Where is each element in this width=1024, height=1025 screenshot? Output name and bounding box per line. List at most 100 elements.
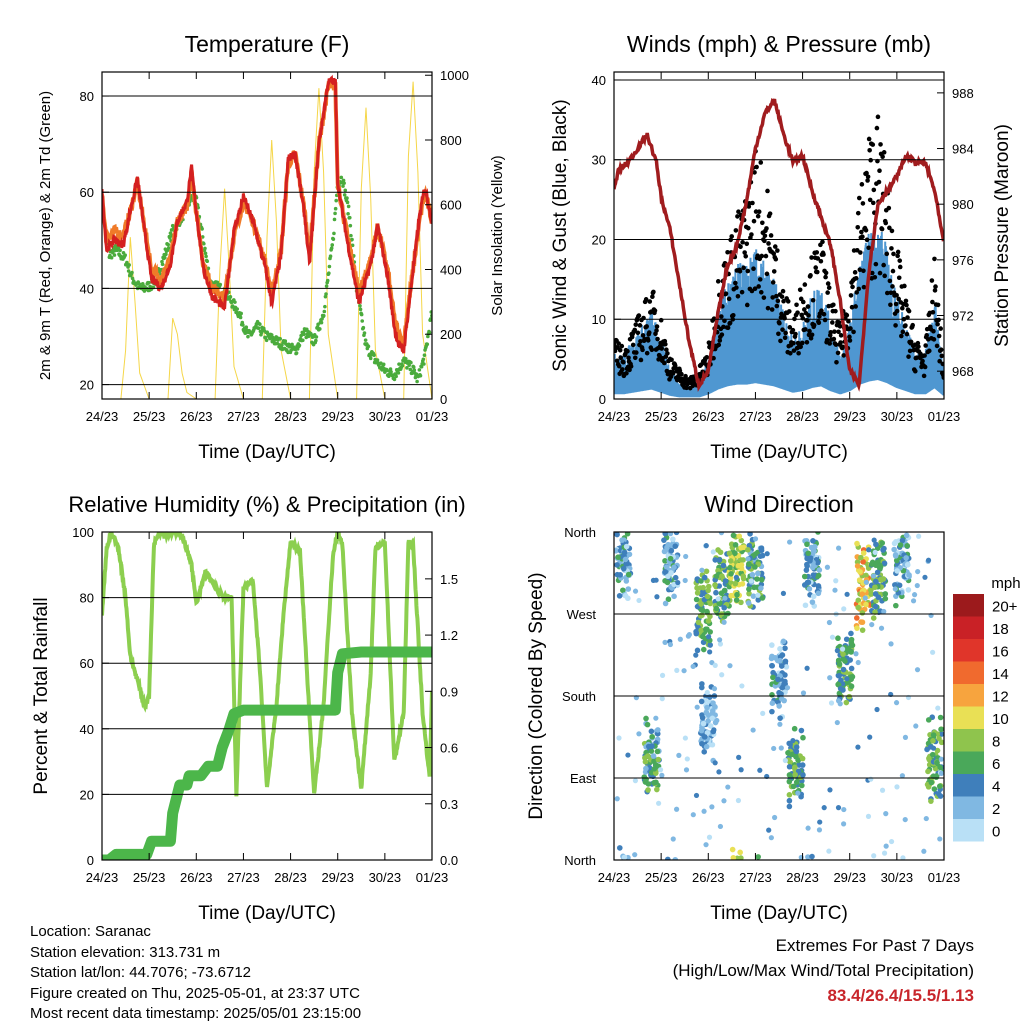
y-axis-label: Percent & Total Rainfall	[31, 597, 52, 794]
gust-point	[729, 234, 735, 239]
direction-point	[655, 756, 662, 763]
gust-point	[881, 262, 886, 268]
dewpoint-point	[200, 227, 204, 231]
gust-point	[824, 337, 830, 343]
gust-point	[764, 226, 769, 231]
gust-point	[904, 331, 910, 337]
direction-point	[699, 714, 706, 721]
extremes-subtitle: (High/Low/Max Wind/Total Precipitation)	[672, 961, 974, 980]
gust-point	[823, 274, 828, 280]
direction-point	[738, 537, 745, 544]
x-tick-label: 29/23	[833, 409, 866, 424]
direction-point	[904, 561, 911, 568]
x-tick-label: 30/23	[881, 870, 914, 885]
gust-point	[888, 302, 893, 308]
gust-point	[774, 303, 780, 309]
plot-area	[102, 74, 432, 399]
direction-point	[735, 797, 742, 804]
x-tick-label: 29/23	[321, 870, 354, 885]
direction-point	[925, 768, 931, 775]
gust-point	[741, 265, 746, 271]
direction-point	[816, 567, 823, 573]
speed-colorbar: mph 20+ 18 16 14 12 10 8 6 4 2 0	[953, 575, 1021, 842]
direction-point	[836, 673, 842, 679]
gust-point	[893, 301, 899, 307]
direction-point	[795, 757, 801, 763]
plot-area	[614, 97, 944, 398]
gust-point	[761, 295, 767, 300]
direction-point	[929, 751, 936, 758]
direction-point	[719, 573, 725, 579]
gust-point	[841, 353, 847, 358]
direction-point	[881, 560, 888, 567]
gust-point	[766, 241, 771, 246]
dewpoint-point	[239, 311, 243, 316]
gust-point	[767, 211, 773, 216]
dewpoint-point	[164, 252, 168, 257]
direction-point	[914, 667, 921, 673]
x-tick-label: 01/23	[416, 870, 449, 885]
direction-point	[644, 753, 651, 759]
direction-point	[623, 560, 629, 567]
gust-point	[904, 302, 909, 308]
direction-point	[690, 812, 696, 818]
dewpoint-point	[381, 362, 386, 367]
x-tick-label: 27/23	[739, 870, 772, 885]
direction-point	[733, 574, 739, 580]
gust-point	[740, 240, 745, 245]
gust-point	[781, 298, 786, 304]
x-tick-label: 30/23	[369, 870, 402, 885]
y2-tick-label: 976	[952, 253, 974, 268]
direction-point	[632, 778, 639, 784]
gust-point	[930, 299, 935, 305]
gust-point	[782, 315, 787, 321]
direction-point	[799, 755, 806, 762]
gust-point	[922, 364, 928, 370]
dewpoint-point	[324, 284, 329, 288]
gust-point	[635, 330, 641, 336]
direction-point	[727, 558, 734, 564]
dewpoint-point	[130, 276, 135, 281]
gust-point	[651, 289, 656, 295]
chart-title: Temperature (F)	[185, 31, 350, 57]
direction-point	[707, 613, 713, 620]
direction-point	[735, 562, 742, 569]
direction-point	[694, 704, 700, 710]
gust-point	[853, 304, 858, 309]
direction-point	[755, 570, 761, 577]
legend-swatch	[953, 661, 984, 684]
direction-point	[712, 557, 719, 563]
y-tick-label: South	[562, 689, 596, 704]
direction-point	[706, 834, 713, 840]
dewpoint-point	[426, 334, 430, 339]
direction-point	[868, 587, 874, 593]
precip-line	[102, 646, 432, 860]
gust-point	[730, 312, 736, 318]
y2-tick-label: 1.5	[440, 572, 458, 587]
gust-point	[821, 311, 827, 317]
direction-point	[659, 672, 666, 678]
direction-point	[789, 751, 796, 758]
direction-point	[703, 709, 710, 716]
gust-point	[806, 313, 811, 318]
dewpoint-point	[397, 362, 401, 366]
direction-point	[717, 641, 724, 647]
y-tick-label: 20	[592, 232, 606, 247]
direction-point	[729, 846, 736, 853]
gust-point	[848, 293, 854, 298]
direction-point	[878, 577, 884, 583]
dewpoint-point	[324, 292, 328, 296]
direction-point	[670, 836, 676, 842]
direction-point	[888, 838, 895, 845]
gust-point	[861, 284, 867, 290]
gust-point	[684, 385, 689, 391]
direction-point	[733, 597, 740, 603]
direction-point	[755, 854, 761, 860]
direction-point	[930, 745, 937, 751]
gust-point	[877, 270, 883, 276]
gust-point	[886, 205, 892, 211]
dewpoint-point	[358, 307, 363, 312]
dewpoint-point	[264, 338, 269, 343]
gust-point	[875, 114, 881, 120]
gust-point	[896, 296, 901, 302]
